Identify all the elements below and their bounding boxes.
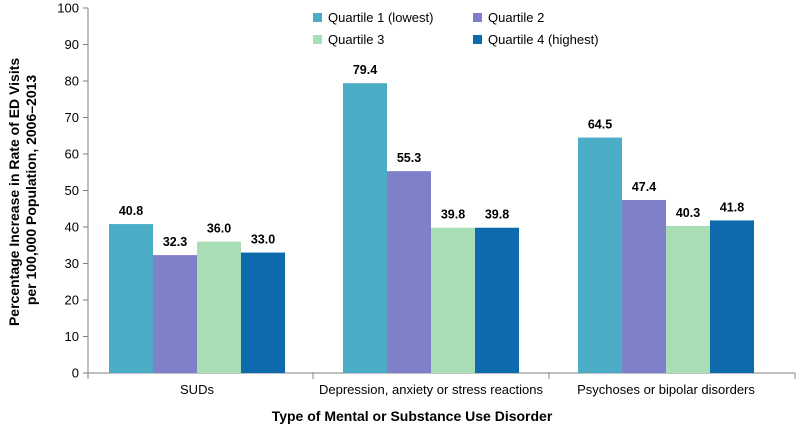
bar bbox=[343, 83, 387, 373]
bar bbox=[241, 252, 285, 373]
bar bbox=[710, 220, 754, 373]
x-axis-categories: SUDs Depression, anxiety or stress reacti… bbox=[180, 382, 755, 397]
x-category-label: Psychoses or bipolar disorders bbox=[577, 382, 755, 397]
y-tick-label: 0 bbox=[72, 366, 79, 381]
legend-label: Quartile 1 (lowest) bbox=[328, 10, 433, 25]
data-label: 39.8 bbox=[485, 208, 509, 222]
data-label: 33.0 bbox=[251, 233, 275, 247]
y-tick-label: 60 bbox=[65, 147, 79, 162]
bar bbox=[197, 241, 241, 373]
legend-swatch bbox=[473, 13, 482, 22]
x-category-label: SUDs bbox=[180, 382, 214, 397]
legend-label: Quartile 4 (highest) bbox=[488, 32, 599, 47]
y-axis-title: Percentage Increase in Rate of ED Visits… bbox=[6, 54, 39, 326]
bar bbox=[578, 137, 622, 373]
bar bbox=[387, 171, 431, 373]
y-tick-label: 70 bbox=[65, 110, 79, 125]
y-tick-label: 20 bbox=[65, 293, 79, 308]
legend: Quartile 1 (lowest) Quartile 2 Quartile 3 Q… bbox=[313, 10, 599, 47]
data-label: 40.8 bbox=[119, 204, 143, 218]
bars bbox=[109, 83, 754, 373]
data-label: 39.8 bbox=[441, 208, 465, 222]
bar bbox=[153, 255, 197, 373]
data-label: 40.3 bbox=[676, 206, 700, 220]
data-labels: 40.8 32.3 36.0 33.0 79.4 55.3 39.8 39.8 64.5 47.4… bbox=[119, 63, 744, 249]
y-axis-title-line-2: per 100,000 Population, 2006–2013 bbox=[23, 75, 39, 306]
y-tick-label: 50 bbox=[65, 183, 79, 198]
legend-swatch bbox=[473, 35, 482, 44]
y-axis-title-line-1: Percentage Increase in Rate of ED Visits bbox=[6, 58, 22, 326]
bar bbox=[109, 224, 153, 373]
x-category-label: Depression, anxiety or stress reactions bbox=[319, 382, 543, 397]
legend-swatch bbox=[313, 13, 322, 22]
y-tick-label: 100 bbox=[57, 1, 79, 16]
bar bbox=[431, 227, 475, 373]
data-label: 32.3 bbox=[163, 235, 187, 249]
bar bbox=[475, 227, 519, 373]
data-label: 64.5 bbox=[588, 118, 612, 132]
legend-swatch bbox=[313, 35, 322, 44]
data-label: 47.4 bbox=[632, 180, 656, 194]
legend-label: Quartile 2 bbox=[488, 10, 544, 25]
legend-label: Quartile 3 bbox=[328, 32, 384, 47]
y-tick-label: 80 bbox=[65, 74, 79, 89]
data-label: 36.0 bbox=[207, 222, 231, 236]
bar bbox=[622, 199, 666, 373]
data-label: 41.8 bbox=[720, 200, 744, 214]
x-axis-title: Type of Mental or Substance Use Disorder bbox=[272, 408, 553, 424]
bar bbox=[666, 225, 710, 373]
y-tick-label: 40 bbox=[65, 220, 79, 235]
y-tick-label: 30 bbox=[65, 256, 79, 271]
data-label: 55.3 bbox=[397, 151, 421, 165]
data-label: 79.4 bbox=[353, 63, 377, 77]
y-tick-label: 90 bbox=[65, 37, 79, 52]
y-tick-label: 10 bbox=[65, 329, 79, 344]
